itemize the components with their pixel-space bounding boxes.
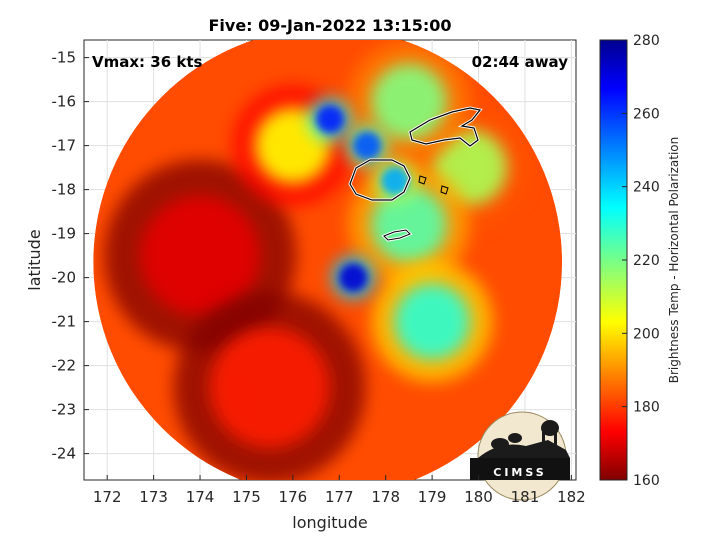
feature-core	[394, 283, 471, 360]
colorbar-label: Brightness Temp - Horizontal Polarizatio…	[667, 137, 681, 384]
feature-core	[140, 195, 261, 316]
x-tick-label: 176	[279, 488, 308, 506]
x-tick-label: 182	[557, 488, 586, 506]
feature-core	[380, 166, 409, 195]
island-outline	[418, 175, 427, 185]
x-axis-label: longitude	[292, 513, 367, 532]
colorbar-tick-label: 280	[633, 33, 660, 49]
colorbar-ticks: 280 260 240 220 200 180 160	[622, 33, 660, 489]
cimss-logo: CIMSS	[470, 411, 570, 501]
island-outline	[440, 185, 449, 195]
x-tick-label: 178	[371, 488, 400, 506]
y-tick-label: -19	[52, 225, 77, 243]
x-tick-label: 181	[511, 488, 540, 506]
x-tick-label: 179	[418, 488, 447, 506]
brightness-features	[104, 40, 531, 480]
y-tick-label: -21	[52, 313, 77, 331]
feature-core	[353, 131, 382, 160]
colorbar-tick-label: 240	[633, 180, 660, 196]
x-tick-label: 180	[464, 488, 493, 506]
cimss-logo-text: CIMSS	[493, 466, 546, 479]
x-tick-label: 172	[93, 488, 122, 506]
x-tick-label: 173	[139, 488, 168, 506]
vmax-label: Vmax: 36 kts	[92, 53, 202, 71]
y-tick-label: -17	[52, 137, 77, 155]
y-tick-label: -15	[52, 49, 77, 67]
feature-core	[316, 105, 344, 134]
x-tick-label: 175	[232, 488, 261, 506]
feature-core	[339, 263, 368, 292]
feature-core	[370, 186, 447, 263]
colorbar-tick-label: 260	[633, 106, 660, 122]
colorbar-tick-label: 180	[633, 400, 660, 416]
x-tick-label: 177	[325, 488, 354, 506]
y-tick-label: -20	[52, 269, 77, 287]
x-axis-ticks: 172 173 174 175 176 177 178 179 180 181 182	[93, 475, 586, 506]
y-tick-label: -16	[52, 93, 77, 111]
chart-title: Five: 09-Jan-2022 13:15:00	[208, 16, 451, 35]
swath-layer	[93, 40, 563, 480]
colorbar-tick-label: 200	[633, 326, 660, 342]
y-tick-label: -23	[52, 401, 77, 419]
y-tick-label: -22	[52, 357, 77, 375]
time-away-label: 02:44 away	[472, 53, 569, 71]
y-tick-label: -18	[52, 181, 77, 199]
land-outlines	[348, 106, 483, 242]
y-axis-ticks: -15 -16 -17 -18 -19 -20 -21 -22 -23 -24	[52, 49, 89, 463]
y-axis-label: latitude	[25, 229, 44, 290]
colorbar-tick-label: 160	[633, 473, 660, 489]
feature-core	[209, 327, 330, 448]
y-tick-label: -24	[52, 445, 77, 463]
x-tick-label: 174	[186, 488, 215, 506]
feature-core	[370, 63, 447, 140]
colorbar-tick-label: 220	[633, 253, 660, 269]
